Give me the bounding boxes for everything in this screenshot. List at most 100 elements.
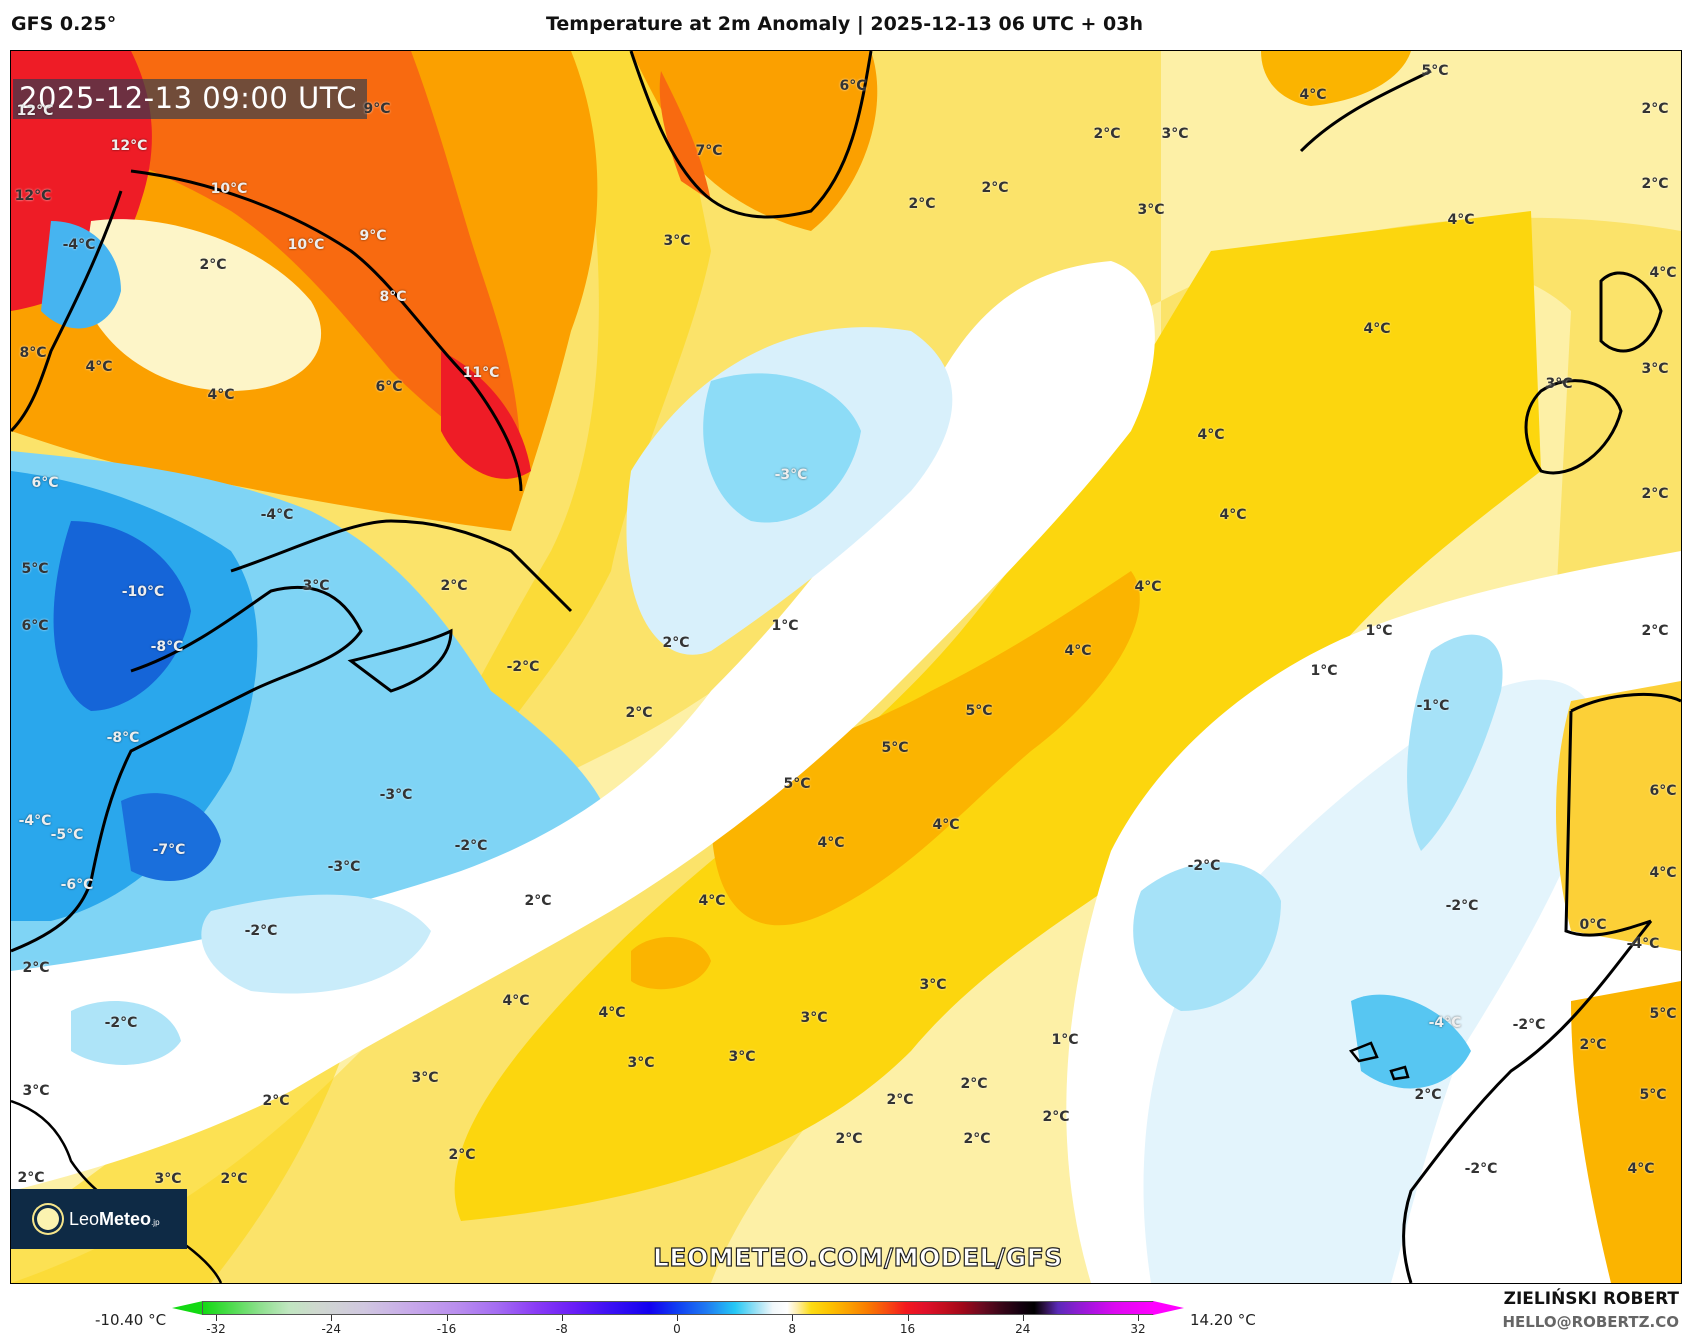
- contour-label: -4°C: [62, 237, 96, 253]
- contour-label: 2°C: [835, 1131, 863, 1147]
- contour-label: 4°C: [698, 893, 726, 909]
- colorbar-right-arrow: [1153, 1301, 1184, 1315]
- contour-label: -2°C: [244, 923, 278, 939]
- colorbar-gradient: [202, 1301, 1154, 1315]
- contour-label: 3°C: [1137, 202, 1165, 218]
- contour-label: -4°C: [18, 813, 52, 829]
- contour-label: 4°C: [1219, 507, 1247, 523]
- author-email[interactable]: HELLO@ROBERTZ.CO: [1502, 1313, 1679, 1331]
- contour-label: 2°C: [262, 1093, 290, 1109]
- colorbar-tick-label: -16: [436, 1322, 457, 1336]
- contour-label: 2°C: [1579, 1037, 1607, 1053]
- colorbar-left-arrow: [172, 1301, 203, 1315]
- contour-label: 2°C: [908, 196, 936, 212]
- contour-label: 2°C: [440, 578, 468, 594]
- contour-label: 2°C: [17, 1170, 45, 1186]
- contour-label: -3°C: [327, 859, 361, 875]
- contour-label: 4°C: [1447, 212, 1475, 228]
- contour-label: 4°C: [1649, 265, 1677, 281]
- contour-label: 2°C: [1641, 486, 1669, 502]
- contour-label: 4°C: [1197, 427, 1225, 443]
- contour-label: 1°C: [1310, 663, 1338, 679]
- contour-label: 3°C: [154, 1171, 182, 1187]
- colorbar-tick: [677, 1315, 678, 1321]
- colorbar-tick-label: 16: [899, 1322, 916, 1336]
- contour-label: 4°C: [932, 817, 960, 833]
- contour-label: 3°C: [663, 233, 691, 249]
- contour-label: 3°C: [1161, 126, 1189, 142]
- colorbar-tick: [907, 1315, 909, 1321]
- contour-label: 2°C: [220, 1171, 248, 1187]
- contour-label: -5°C: [50, 827, 84, 843]
- contour-label: 4°C: [85, 359, 113, 375]
- contour-label: 2°C: [1641, 101, 1669, 117]
- contour-label: 4°C: [1627, 1161, 1655, 1177]
- contour-label: 2°C: [524, 893, 552, 909]
- contour-label: 1°C: [1051, 1032, 1079, 1048]
- contour-label: -2°C: [1187, 858, 1221, 874]
- contour-label: 2°C: [662, 635, 690, 651]
- contour-label: 7°C: [695, 143, 723, 159]
- colorbar-tick-label: 8: [788, 1322, 797, 1336]
- author-name: ZIELIŃSKI ROBERT: [1503, 1289, 1679, 1309]
- colorbar-tick-label: -24: [321, 1322, 342, 1336]
- contour-label: 12°C: [110, 138, 148, 154]
- colorbar-tick: [561, 1315, 563, 1321]
- contour-label: 3°C: [411, 1070, 439, 1086]
- contour-label: 8°C: [19, 345, 47, 361]
- colorbar-tick-label: -8: [555, 1322, 568, 1336]
- contour-label: 1°C: [1365, 623, 1393, 639]
- leometeo-logo[interactable]: LeoMeteo.jp: [11, 1189, 187, 1249]
- contour-label: -3°C: [774, 467, 808, 483]
- chart-title: Temperature at 2m Anomaly | 2025-12-13 0…: [545, 13, 1144, 35]
- contour-label: 4°C: [598, 1005, 626, 1021]
- contour-label: 2°C: [1042, 1109, 1070, 1125]
- contour-label: -4°C: [1428, 1015, 1462, 1031]
- contour-label: 5°C: [1639, 1087, 1667, 1103]
- contour-label: 1°C: [771, 618, 799, 634]
- model-label: GFS 0.25°: [11, 13, 117, 35]
- contour-label: -10°C: [121, 584, 165, 600]
- contour-label: -1°C: [1416, 698, 1450, 714]
- colorbar-tick-label: 32: [1130, 1322, 1146, 1336]
- contour-label: 3°C: [22, 1083, 50, 1099]
- contour-label: 5°C: [881, 740, 909, 756]
- contour-label: 9°C: [359, 228, 387, 244]
- contour-label: 2°C: [1414, 1087, 1442, 1103]
- contour-label: -8°C: [150, 639, 184, 655]
- contour-label: 3°C: [919, 977, 947, 993]
- contour-label: 6°C: [839, 78, 867, 94]
- colorbar-max-label: 14.20 °C: [1190, 1311, 1256, 1329]
- colorbar-tick: [1138, 1315, 1139, 1321]
- contour-label: 4°C: [817, 835, 845, 851]
- contour-label: 2°C: [886, 1092, 914, 1108]
- logo-text: LeoMeteo.jp: [69, 1208, 160, 1229]
- contour-label: -2°C: [506, 659, 540, 675]
- contour-label: 8°C: [379, 289, 407, 305]
- contour-label: 2°C: [1641, 176, 1669, 192]
- colorbar-tick: [1022, 1315, 1024, 1321]
- contour-label: -6°C: [60, 877, 94, 893]
- sun-icon: [37, 1208, 59, 1230]
- colorbar-tick: [446, 1315, 448, 1321]
- anomaly-map: 2025-12-13 09:00 UTC 12°C 9°C 12°C 12°C 10°C…: [10, 50, 1682, 1284]
- contour-label: 0°C: [1579, 917, 1607, 933]
- contour-label: 3°C: [627, 1055, 655, 1071]
- contour-label: -2°C: [104, 1015, 138, 1031]
- contour-label: -2°C: [1464, 1161, 1498, 1177]
- contour-label: 2°C: [1093, 126, 1121, 142]
- contour-label: 9°C: [363, 101, 391, 117]
- colorbar-tick: [792, 1315, 794, 1321]
- contour-label: 12°C: [16, 103, 54, 119]
- contour-label: 6°C: [1649, 783, 1677, 799]
- contour-label: -8°C: [106, 730, 140, 746]
- contour-label: 2°C: [981, 180, 1009, 196]
- contour-label: 2°C: [963, 1131, 991, 1147]
- contour-label: -2°C: [1445, 898, 1479, 914]
- contour-label: 6°C: [375, 379, 403, 395]
- contour-label: 4°C: [1134, 579, 1162, 595]
- contour-label: 5°C: [965, 703, 993, 719]
- contour-label: 2°C: [199, 257, 227, 273]
- contour-label: 3°C: [302, 578, 330, 594]
- colorbar: -32 -24 -16 -8 0 8 16 24 32: [172, 1298, 1184, 1336]
